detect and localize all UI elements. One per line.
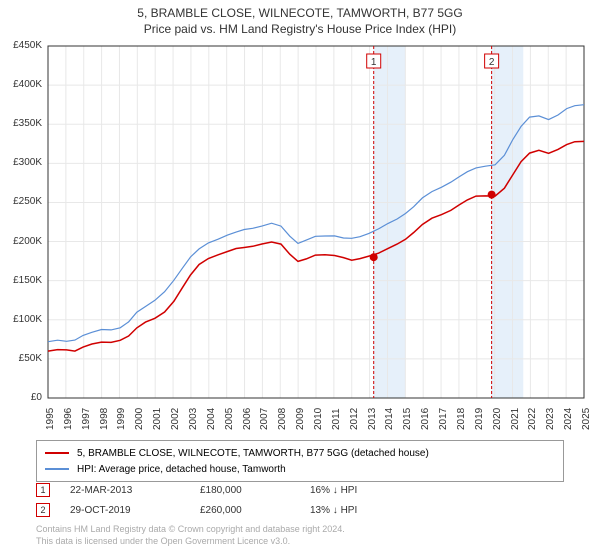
x-tick-label: 1997 (81, 408, 92, 430)
y-tick-label: £450K (0, 40, 42, 51)
marker-pct: 16% ↓ HPI (310, 485, 420, 496)
y-tick-label: £400K (0, 79, 42, 90)
x-tick-label: 2020 (492, 408, 503, 430)
marker-table-row: 2 29-OCT-2019£260,00013% ↓ HPI (36, 500, 420, 520)
chart-svg: 12 (48, 46, 584, 398)
chart-container: 5, BRAMBLE CLOSE, WILNECOTE, TAMWORTH, B… (0, 0, 600, 560)
footer-attribution: Contains HM Land Registry data © Crown c… (36, 524, 345, 547)
x-tick-label: 2001 (152, 408, 163, 430)
sale-point-dot (488, 191, 496, 199)
legend-swatch (45, 468, 69, 470)
shaded-region (491, 46, 523, 398)
marker-label-text: 2 (489, 57, 495, 68)
x-tick-label: 2000 (134, 408, 145, 430)
x-tick-label: 2013 (367, 408, 378, 430)
legend-box: 5, BRAMBLE CLOSE, WILNECOTE, TAMWORTH, B… (36, 440, 564, 482)
y-tick-label: £350K (0, 118, 42, 129)
x-axis-labels: 1995 1996 1997 1998 1999 2000 2001 2002 2003 2004… (48, 400, 584, 438)
sale-point-dot (370, 253, 378, 261)
x-tick-label: 2024 (563, 408, 574, 430)
x-tick-label: 2002 (170, 408, 181, 430)
y-tick-label: £0 (0, 392, 42, 403)
x-tick-label: 2007 (259, 408, 270, 430)
x-tick-label: 2019 (474, 408, 485, 430)
x-tick-label: 2014 (384, 408, 395, 430)
x-tick-label: 2016 (420, 408, 431, 430)
marker-date: 29-OCT-2019 (70, 505, 200, 516)
marker-number-box: 1 (36, 483, 50, 497)
x-tick-label: 2005 (224, 408, 235, 430)
x-tick-label: 1999 (116, 408, 127, 430)
chart-title: 5, BRAMBLE CLOSE, WILNECOTE, TAMWORTH, B… (0, 6, 600, 20)
x-tick-label: 2008 (277, 408, 288, 430)
marker-number-box: 2 (36, 503, 50, 517)
markers-table: 1 22-MAR-2013£180,00016% ↓ HPI 2 29-OCT-201… (36, 480, 420, 520)
marker-pct: 13% ↓ HPI (310, 505, 420, 516)
x-tick-label: 1998 (99, 408, 110, 430)
legend-swatch (45, 452, 69, 454)
legend-label: HPI: Average price, detached house, Tamw… (77, 464, 286, 475)
shaded-region (373, 46, 405, 398)
y-tick-label: £300K (0, 157, 42, 168)
x-tick-label: 2012 (349, 408, 360, 430)
y-tick-label: £200K (0, 236, 42, 247)
y-tick-label: £150K (0, 275, 42, 286)
marker-table-row: 1 22-MAR-2013£180,00016% ↓ HPI (36, 480, 420, 500)
x-tick-label: 2009 (295, 408, 306, 430)
x-tick-label: 1995 (45, 408, 56, 430)
x-tick-label: 2006 (242, 408, 253, 430)
marker-date: 22-MAR-2013 (70, 485, 200, 496)
legend-row: 5, BRAMBLE CLOSE, WILNECOTE, TAMWORTH, B… (45, 445, 555, 461)
marker-price: £180,000 (200, 485, 310, 496)
footer-line-2: This data is licensed under the Open Gov… (36, 536, 345, 548)
x-tick-label: 1996 (63, 408, 74, 430)
x-tick-label: 2003 (188, 408, 199, 430)
x-tick-label: 2021 (510, 408, 521, 430)
x-tick-label: 2004 (206, 408, 217, 430)
x-tick-label: 2011 (331, 408, 342, 430)
x-tick-label: 2025 (581, 408, 592, 430)
x-tick-label: 2015 (402, 408, 413, 430)
footer-line-1: Contains HM Land Registry data © Crown c… (36, 524, 345, 536)
x-tick-label: 2010 (313, 408, 324, 430)
chart-plot-area: 12 (48, 46, 584, 398)
legend-row: HPI: Average price, detached house, Tamw… (45, 461, 555, 477)
y-tick-label: £50K (0, 353, 42, 364)
title-block: 5, BRAMBLE CLOSE, WILNECOTE, TAMWORTH, B… (0, 0, 600, 36)
marker-label-text: 1 (371, 57, 377, 68)
x-tick-label: 2018 (456, 408, 467, 430)
y-tick-label: £100K (0, 314, 42, 325)
x-tick-label: 2023 (545, 408, 556, 430)
marker-price: £260,000 (200, 505, 310, 516)
legend-label: 5, BRAMBLE CLOSE, WILNECOTE, TAMWORTH, B… (77, 448, 429, 459)
chart-subtitle: Price paid vs. HM Land Registry's House … (0, 22, 600, 36)
y-tick-label: £250K (0, 196, 42, 207)
x-tick-label: 2017 (438, 408, 449, 430)
x-tick-label: 2022 (527, 408, 538, 430)
